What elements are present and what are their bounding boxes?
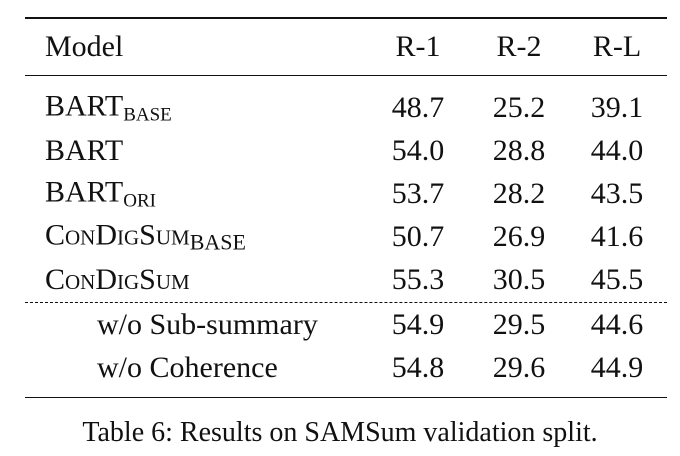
score: 29.5	[492, 308, 546, 341]
header-rule	[25, 75, 667, 76]
model-subscript: BASE	[189, 229, 246, 255]
score: 54.9	[391, 308, 445, 341]
score: 28.2	[492, 177, 546, 210]
score: 28.8	[492, 134, 546, 167]
score: 54.8	[391, 351, 445, 384]
model-cell: w/o Coherence	[97, 353, 278, 383]
score: 53.7	[391, 177, 445, 210]
model-name: ConDigSum	[45, 263, 190, 296]
model-name: BART	[45, 134, 124, 167]
model-name: ConDigSum	[45, 218, 190, 252]
score: 26.9	[492, 220, 546, 253]
score: 30.5	[492, 263, 546, 296]
model-cell: w/o Sub-summary	[97, 310, 318, 340]
model-cell: BARTBASE	[45, 89, 172, 126]
top-rule	[25, 17, 667, 19]
model-cell: BART	[45, 136, 123, 166]
score: 54.0	[391, 134, 445, 167]
score: 44.0	[590, 134, 644, 167]
model-name: BART	[45, 89, 124, 123]
score: 29.6	[492, 351, 546, 384]
score: 44.9	[590, 351, 644, 384]
model-cell: BARTORI	[45, 175, 156, 212]
column-header: R-1	[395, 30, 441, 63]
dashed-rule	[25, 302, 667, 303]
caption: Table 6: Results on SAMSum validation sp…	[82, 417, 598, 448]
score: 25.2	[492, 91, 546, 124]
score: 39.1	[590, 91, 644, 124]
column-header: Model	[45, 30, 124, 63]
score: 45.5	[590, 263, 644, 296]
column-header: R-L	[592, 30, 642, 63]
bottom-rule	[25, 397, 667, 398]
column-header: R-2	[496, 30, 542, 63]
model-cell: ConDigSumBASE	[45, 218, 246, 255]
model-cell: ConDigSum	[45, 265, 190, 295]
model-subscript: BASE	[123, 104, 172, 126]
model-subscript: ORI	[123, 190, 156, 212]
model-name: w/o Sub-summary	[97, 308, 318, 341]
model-name: BART	[45, 175, 124, 209]
score: 55.3	[391, 263, 445, 296]
score: 50.7	[391, 220, 445, 253]
score: 48.7	[391, 91, 445, 124]
score: 43.5	[590, 177, 644, 210]
score: 44.6	[590, 308, 644, 341]
score: 41.6	[590, 220, 644, 253]
model-name: w/o Coherence	[97, 351, 278, 384]
